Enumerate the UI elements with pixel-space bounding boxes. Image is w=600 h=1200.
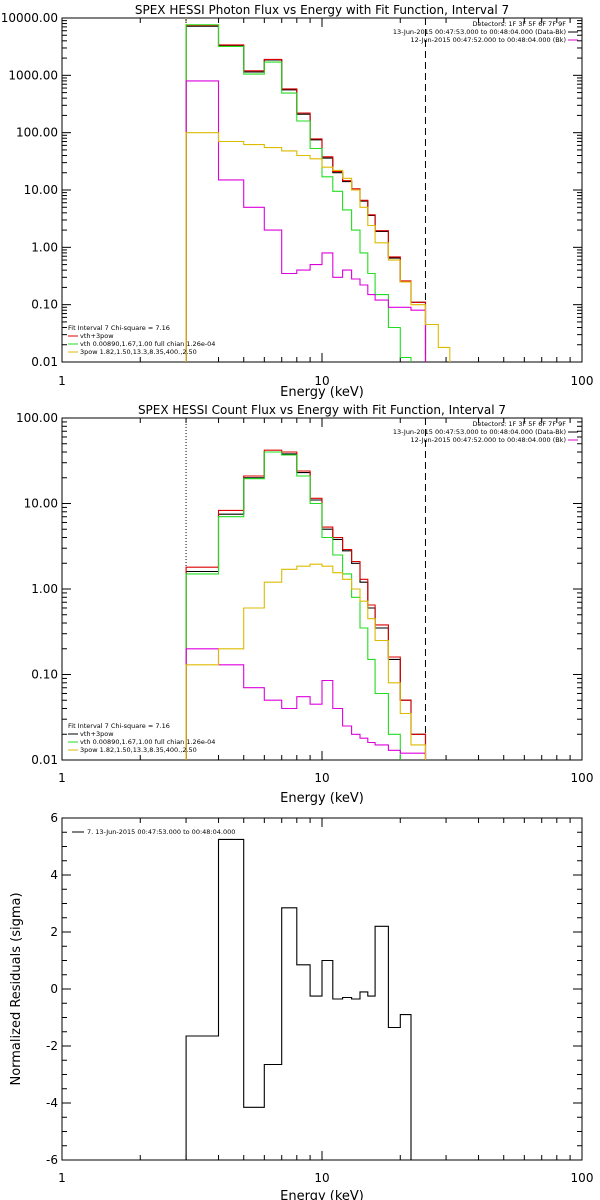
photon-flux-panel: SPEX HESSI Photon Flux vs Energy with Fi… (1, 3, 594, 400)
legend-bottom-label: vth 0.00890,1.67,1.00 full chian 1.26e-0… (80, 738, 215, 746)
x-tick-label: 100 (571, 1171, 594, 1185)
x-tick-label: 10 (314, 1171, 329, 1185)
y-tick-label: -6 (46, 1153, 58, 1167)
series-line-2 (185, 24, 412, 362)
x-axis-label: Energy (keV) (280, 1189, 364, 1200)
y-tick-label: 10.00 (24, 497, 58, 511)
x-tick-label: 100 (571, 771, 594, 785)
count-flux-panel: SPEX HESSI Count Flux vs Energy with Fit… (16, 403, 593, 806)
plot-frame (61, 417, 583, 761)
legend-bottom-label: 3pow 1.82,1.50,13.3,8.35,400.,2.50 (80, 348, 197, 356)
plot-frame (61, 17, 583, 363)
y-tick-label: 0.10 (31, 298, 58, 312)
chart-title: SPEX HESSI Count Flux vs Energy with Fit… (138, 403, 506, 417)
legend-top-label: 12-Jun-2015 00:47:52.000 to 00:48:04.000… (411, 36, 566, 44)
y-tick-label: 10000.00 (1, 11, 58, 25)
y-tick-label: 0 (50, 982, 58, 996)
x-axis-label: Energy (keV) (280, 791, 364, 806)
series-group (185, 449, 427, 760)
x-axis-label: Energy (keV) (280, 385, 364, 400)
legend-bottom-label: vth 0.00890,1.67,1.00 full chian 1.26e-0… (80, 340, 215, 348)
series-group (185, 838, 412, 1160)
y-axis-label: Normalized Residuals (sigma) (9, 892, 24, 1085)
series-line-4 (185, 132, 451, 362)
y-tick-label: -4 (46, 1096, 58, 1110)
series-line-1 (185, 449, 427, 760)
y-tick-label: 4 (50, 868, 58, 882)
legend-top-label: Detectors: 1F 3F 5F 6F 7F 9F (472, 20, 566, 28)
y-tick-label: 1000.00 (8, 68, 58, 82)
x-tick-label: 1 (58, 374, 66, 388)
y-tick-label: -2 (46, 1039, 58, 1053)
legend-top-label: 12-Jun-2015 00:47:52.000 to 00:48:04.000… (411, 436, 566, 444)
y-tick-label: 6 (50, 811, 58, 825)
y-tick-label: 0.01 (31, 753, 58, 767)
series-line-3 (185, 648, 427, 760)
legend-top-label: Detectors: 1F 3F 5F 6F 7F 9F (472, 420, 566, 428)
series-line-2 (185, 451, 401, 760)
y-tick-label: 0.01 (31, 355, 58, 369)
series-line-3 (185, 80, 427, 362)
series-line-4 (185, 563, 427, 760)
legend-label: 7. 13-Jun-2015 00:47:53.000 to 00:48:04.… (87, 828, 235, 836)
y-tick-label: 10.00 (24, 183, 58, 197)
y-tick-label: 100.00 (16, 411, 58, 425)
x-tick-label: 1 (58, 1171, 66, 1185)
legend-bottom-label: vth+3pow (80, 730, 114, 738)
y-tick-label: 2 (50, 925, 58, 939)
y-tick-label: 0.10 (31, 668, 58, 682)
legend-top-label: 13-Jun-2015 00:47:53.000 to 00:48:04.000… (393, 28, 566, 36)
x-tick-label: 1 (58, 771, 66, 785)
x-tick-label: 10 (314, 771, 329, 785)
y-tick-label: 100.00 (16, 126, 58, 140)
series-line-0 (185, 838, 412, 1160)
y-tick-label: 1.00 (31, 240, 58, 254)
series-line-0 (185, 451, 427, 760)
legend-bottom-label: vth+3pow (80, 332, 114, 340)
series-line-0 (185, 25, 427, 362)
legend-bottom-label: Fit Interval 7 Chi-square = 7.16 (68, 722, 170, 730)
residuals-panel: 1 10 100 6 4 2 0 -2 -4 -6 Energy (keV) Normalized R… (9, 811, 593, 1200)
series-line-1 (185, 24, 427, 362)
legend-bottom-label: 3pow 1.82,1.50,13.3,8.35,400.,2.50 (80, 746, 197, 754)
chart-title: SPEX HESSI Photon Flux vs Energy with Fi… (135, 3, 509, 17)
legend-top-label: 13-Jun-2015 00:47:53.000 to 00:48:04.000… (393, 428, 566, 436)
x-tick-label: 100 (571, 374, 594, 388)
series-group (185, 24, 451, 362)
legend-bottom-label: Fit Interval 7 Chi-square = 7.16 (68, 324, 170, 332)
y-tick-label: 1.00 (31, 582, 58, 596)
x-tick-label: 10 (314, 374, 329, 388)
